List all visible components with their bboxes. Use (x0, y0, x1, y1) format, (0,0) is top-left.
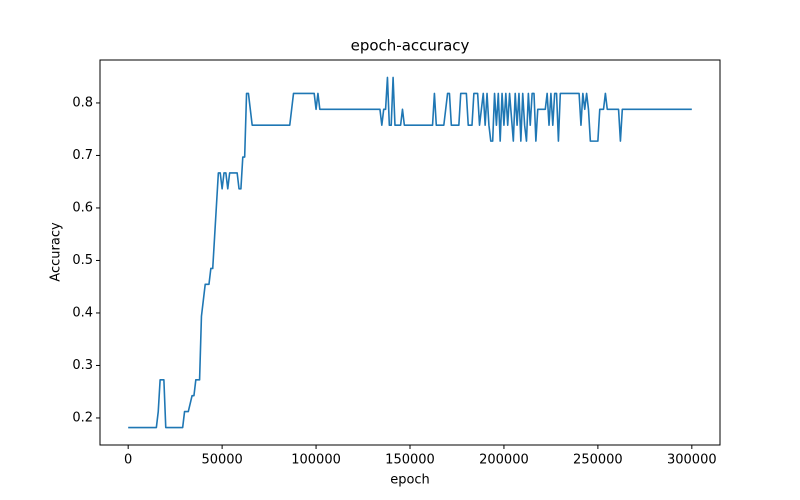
x-tick-label: 0 (124, 453, 132, 468)
y-tick-label: 0.6 (72, 200, 93, 215)
x-tick-label: 50000 (201, 453, 242, 468)
y-tick-label: 0.3 (72, 358, 93, 373)
y-tick-label: 0.4 (72, 305, 93, 320)
x-tick-label: 200000 (479, 453, 529, 468)
y-tick-label: 0.5 (72, 253, 93, 268)
data-line (128, 76, 692, 429)
x-tick-label: 250000 (573, 453, 623, 468)
x-tick-label: 100000 (291, 453, 341, 468)
chart-title: epoch-accuracy (351, 37, 470, 55)
x-axis-label: epoch (390, 473, 430, 488)
y-tick-label: 0.7 (72, 148, 93, 163)
y-tick-label: 0.8 (72, 95, 93, 110)
x-tick-label: 150000 (385, 453, 435, 468)
y-axis-label: Accuracy (49, 222, 64, 282)
plot-frame (99, 59, 721, 446)
x-tick-label: 300000 (667, 453, 717, 468)
y-tick-label: 0.2 (72, 410, 93, 425)
